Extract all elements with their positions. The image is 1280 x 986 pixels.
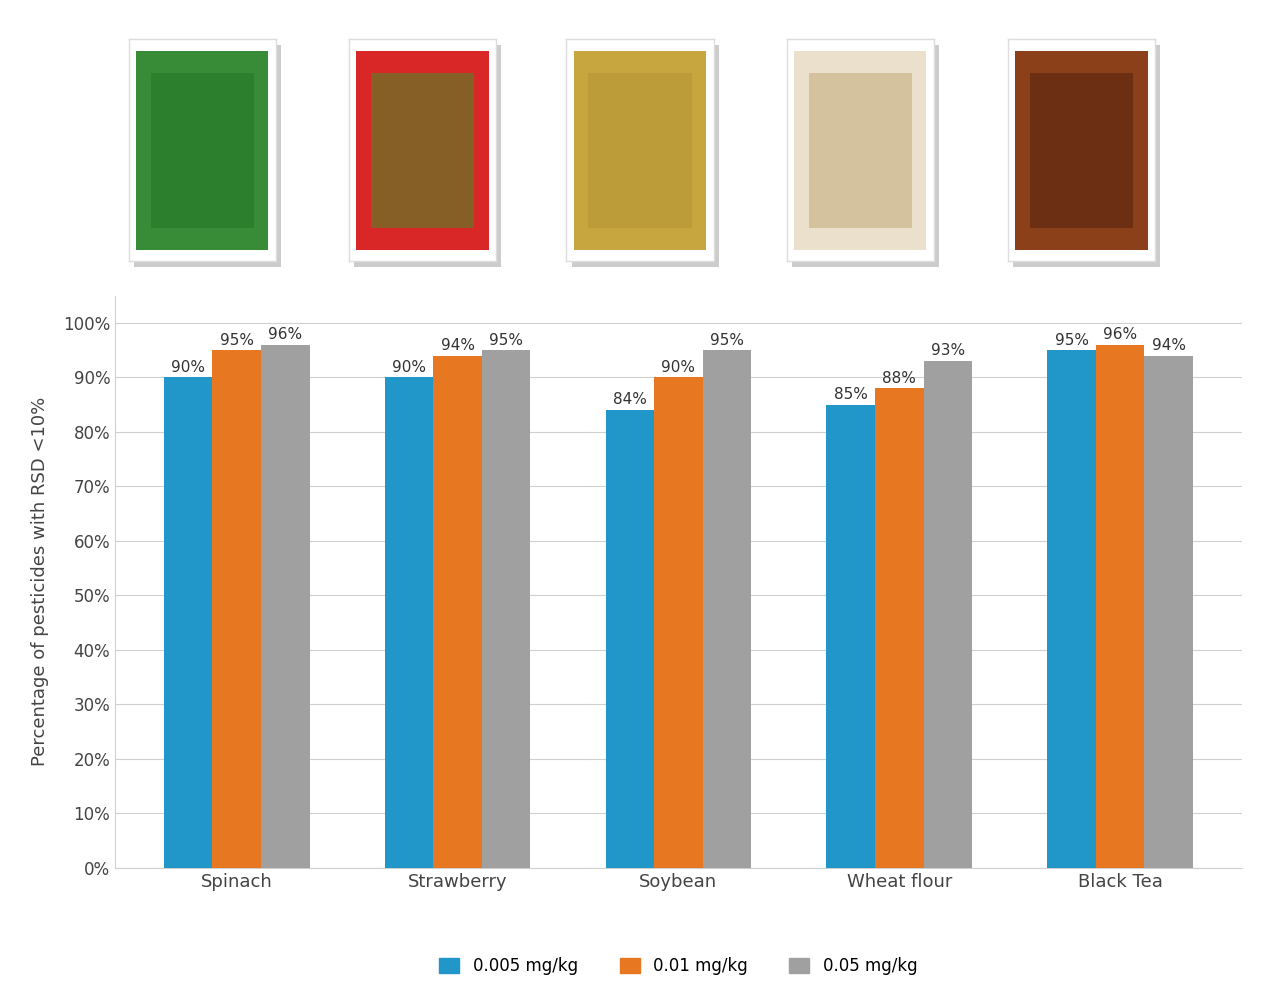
Bar	[876, 388, 924, 868]
Bar	[703, 350, 751, 868]
Text: 93%: 93%	[931, 343, 965, 359]
Text: 95%: 95%	[489, 332, 524, 347]
Y-axis label: Percentage of pesticides with RSD <10%: Percentage of pesticides with RSD <10%	[31, 397, 49, 766]
Bar	[371, 73, 474, 228]
Bar	[433, 356, 481, 868]
Text: 95%: 95%	[220, 332, 253, 347]
Bar	[261, 345, 310, 868]
Bar	[164, 378, 212, 868]
Text: 84%: 84%	[613, 392, 646, 407]
Bar	[481, 350, 530, 868]
Bar	[809, 73, 911, 228]
Text: 95%: 95%	[1055, 332, 1088, 347]
Bar	[589, 73, 691, 228]
Bar	[827, 404, 876, 868]
Bar	[1096, 345, 1144, 868]
Text: 94%: 94%	[1152, 338, 1185, 353]
Text: 90%: 90%	[172, 360, 205, 375]
Bar	[151, 73, 253, 228]
Text: 95%: 95%	[710, 332, 744, 347]
Text: 90%: 90%	[392, 360, 426, 375]
Text: 96%: 96%	[269, 327, 302, 342]
Bar	[654, 378, 703, 868]
Text: 96%: 96%	[1103, 327, 1137, 342]
Legend: 0.005 mg/kg, 0.01 mg/kg, 0.05 mg/kg: 0.005 mg/kg, 0.01 mg/kg, 0.05 mg/kg	[433, 951, 924, 982]
Bar	[924, 361, 972, 868]
Bar	[385, 378, 433, 868]
Text: 88%: 88%	[882, 371, 916, 386]
Text: 90%: 90%	[662, 360, 695, 375]
Text: 94%: 94%	[440, 338, 475, 353]
Bar	[212, 350, 261, 868]
Bar	[1030, 73, 1133, 228]
Bar	[1047, 350, 1096, 868]
Bar	[605, 410, 654, 868]
Text: 85%: 85%	[833, 387, 868, 402]
Bar	[1144, 356, 1193, 868]
